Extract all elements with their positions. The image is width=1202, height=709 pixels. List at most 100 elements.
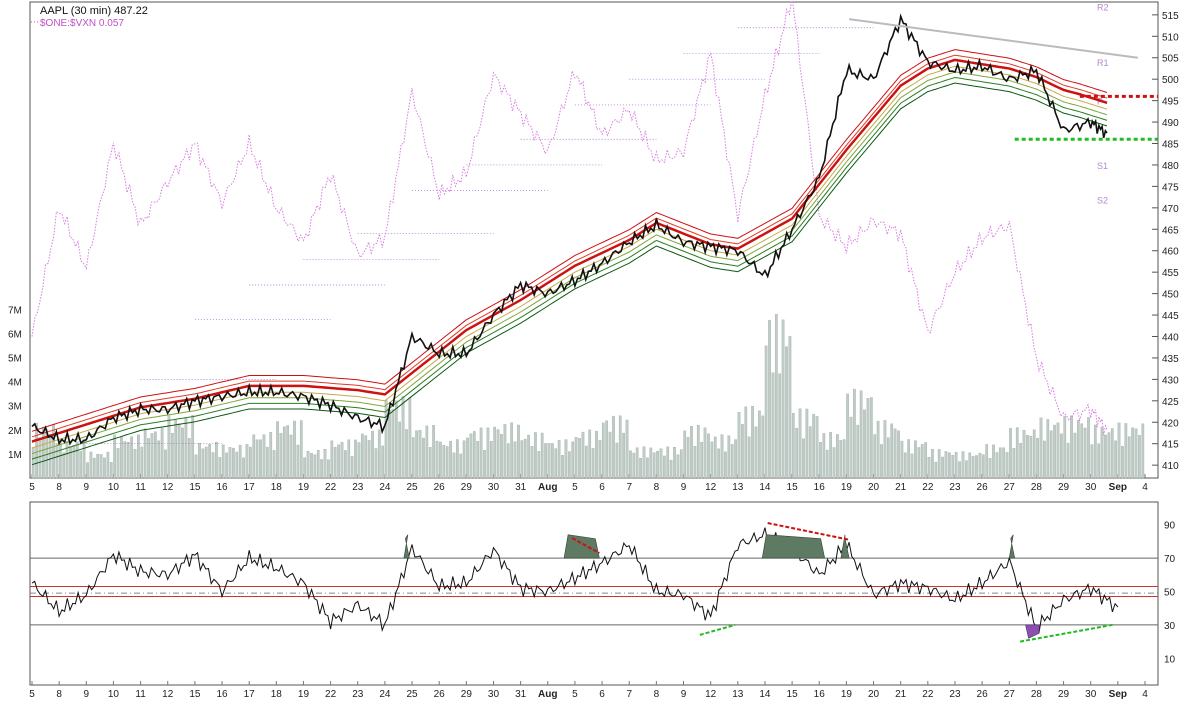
volume-bar xyxy=(646,457,649,479)
price-series-line xyxy=(31,13,1108,446)
volume-bar xyxy=(184,417,188,479)
volume-bar xyxy=(377,429,381,479)
resistance-trendline xyxy=(848,18,1138,59)
volume-bar xyxy=(880,444,883,479)
volume-bar xyxy=(1060,433,1063,479)
moving-average-line xyxy=(31,82,1108,466)
volume-bar xyxy=(242,457,245,479)
volume-bar xyxy=(204,446,208,479)
volume-bar xyxy=(788,336,792,479)
volume-bar xyxy=(486,427,490,479)
volume-bar xyxy=(1012,447,1016,479)
volume-bar xyxy=(910,453,914,479)
volume-bar xyxy=(123,441,127,479)
volume-bar xyxy=(238,444,242,479)
volume-bar xyxy=(360,433,364,479)
chart-legend: AAPL (30 min) 487.22 $ONE:$VXN 0.057 xyxy=(31,5,148,29)
volume-bar xyxy=(1121,446,1124,479)
price-x-axis-label: 8 xyxy=(654,482,660,493)
volume-bar xyxy=(903,452,907,479)
price-x-axis-label: 30 xyxy=(1085,482,1097,493)
oscillator-x-axis-label: 16 xyxy=(216,689,228,700)
volume-bar xyxy=(354,439,357,479)
volume-bar xyxy=(1124,423,1128,479)
volume-bar xyxy=(177,423,181,479)
volume-bar xyxy=(863,409,866,479)
volume-bar xyxy=(985,444,989,479)
volume-bar xyxy=(561,455,564,479)
volume-bar xyxy=(496,429,500,479)
overbought-fill xyxy=(761,534,826,559)
price-x-axis-label: 4 xyxy=(1142,482,1148,493)
volume-bar xyxy=(442,445,446,479)
price-x-axis-label: 13 xyxy=(732,482,744,493)
volume-bar xyxy=(388,410,391,479)
volume-bar xyxy=(1097,443,1101,479)
volume-bar xyxy=(320,459,323,479)
volume-bar xyxy=(791,413,795,479)
volume-bar xyxy=(890,423,894,479)
volume-bar xyxy=(194,454,198,479)
volume-bar xyxy=(1093,424,1097,479)
volume-bar xyxy=(367,440,371,479)
pivot-label: S2 xyxy=(1097,195,1108,205)
volume-bar xyxy=(805,408,809,479)
volume-bar xyxy=(764,345,768,479)
volume-axis-label: 5M xyxy=(8,354,22,365)
oscillator-x-axis-label: 18 xyxy=(271,689,283,700)
volume-bar xyxy=(798,408,802,479)
volume-bar xyxy=(934,461,938,479)
volume-bar xyxy=(147,438,150,479)
price-axis-label: 430 xyxy=(1162,375,1179,386)
volume-bar xyxy=(897,430,900,479)
volume-bar xyxy=(133,448,137,479)
volume-bar xyxy=(157,440,161,479)
volume-bar xyxy=(1138,435,1141,479)
volume-bar xyxy=(201,448,205,479)
volume-bar xyxy=(703,427,707,479)
volume-bar xyxy=(337,444,340,479)
oscillator-axis-label: 50 xyxy=(1164,588,1176,599)
volume-bar xyxy=(289,434,293,479)
volume-bar xyxy=(218,457,222,479)
volume-axis-label: 4M xyxy=(8,378,22,389)
volume-bar xyxy=(347,439,351,479)
volume-bar xyxy=(500,434,503,479)
volume-bar xyxy=(89,451,93,479)
moving-average-line xyxy=(31,76,1108,460)
price-x-axis-label: 9 xyxy=(84,482,90,493)
volume-bar xyxy=(432,425,435,479)
volume-bar xyxy=(635,447,639,479)
volume-bar xyxy=(1029,436,1033,479)
price-x-axis-label: 31 xyxy=(515,482,527,493)
volume-bar xyxy=(673,446,676,479)
volume-bar xyxy=(167,415,171,479)
moving-average-line xyxy=(31,49,1108,432)
price-axis-label: 475 xyxy=(1162,182,1179,193)
volume-bar xyxy=(1063,415,1067,479)
price-x-axis-label: 11 xyxy=(135,482,146,493)
volume-bar xyxy=(551,443,554,479)
volume-bar xyxy=(720,434,724,479)
volume-bar xyxy=(405,429,408,479)
volume-bar xyxy=(276,421,279,479)
price-axis-label: 515 xyxy=(1162,11,1179,22)
volume-bar xyxy=(679,449,683,479)
volume-bar xyxy=(92,457,96,479)
volume-bar xyxy=(829,432,832,479)
volume-bar xyxy=(642,446,646,479)
oscillator-line xyxy=(31,527,1119,634)
volume-bar xyxy=(846,393,849,479)
volume-bar xyxy=(900,440,904,479)
volume-bar xyxy=(1043,440,1046,479)
price-axis-label: 490 xyxy=(1162,118,1179,129)
volume-bar xyxy=(394,400,398,479)
volume-bar xyxy=(710,441,714,479)
price-x-axis-label: Sep xyxy=(1109,482,1127,493)
volume-bar xyxy=(948,452,951,479)
volume-bar xyxy=(971,456,975,479)
price-x-axis-label: 9 xyxy=(681,482,687,493)
volume-bar xyxy=(618,415,622,479)
volume-bar xyxy=(65,440,69,479)
volume-bar xyxy=(754,426,758,479)
